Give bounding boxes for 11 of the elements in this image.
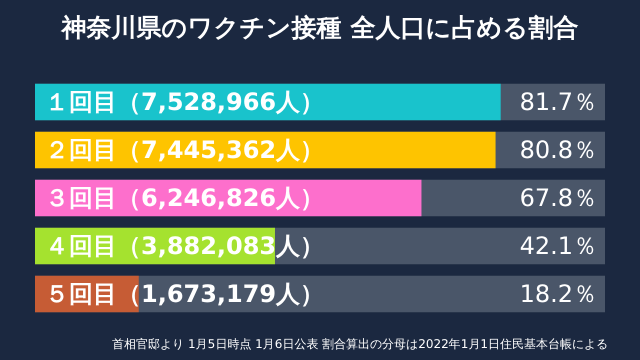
y-tick-label: １回目（7,528,966人） [45,88,324,116]
chart-title: 神奈川県のワクチン接種 全人口に占める割合 [60,13,578,42]
text: 首相官邸より 1月5日時点 1月6日公表 割合算出の分母は2022年1月1日住民基本台帳による [112,337,608,351]
y-tick-label: ２回目（7,445,362人） [45,136,324,164]
data-label: 80.8％ [520,136,597,164]
data-label: 81.7％ [520,88,597,116]
data-label: 42.1％ [520,232,597,260]
y-tick-label: ５回目（1,673,179人） [45,280,324,308]
data-label: 18.2％ [520,280,597,308]
data-label: 67.8％ [520,184,597,212]
y-tick-label: ３回目（6,246,826人） [45,184,324,212]
